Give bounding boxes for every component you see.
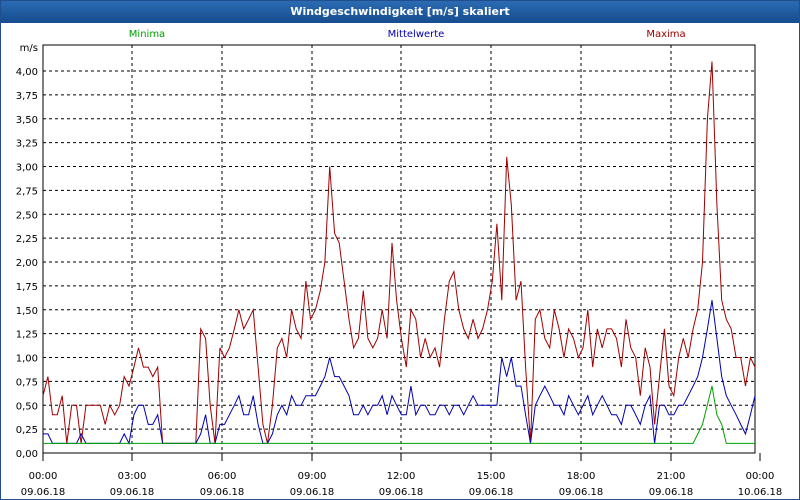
window-title: Windgeschwindigkeit [m/s] skaliert [290, 5, 510, 18]
x-tick-time: 21:00 [657, 471, 686, 482]
x-tick-time: 06:00 [208, 471, 237, 482]
y-tick-label: 3,25 [16, 139, 38, 150]
legend-minima: Minima [129, 29, 165, 40]
y-tick-label: 1,25 [16, 330, 38, 341]
y-tick-label: 2,50 [16, 210, 38, 221]
y-tick-label: 0,75 [16, 377, 38, 388]
x-tick-date: 09.06.18 [290, 487, 335, 498]
x-tick-time: 00:00 [746, 471, 775, 482]
x-tick-time: 09:00 [298, 471, 327, 482]
x-tick-time: 12:00 [387, 471, 416, 482]
x-tick-date: 09.06.18 [200, 487, 245, 498]
y-tick-label: 0,50 [16, 401, 38, 412]
y-tick-label: 2,25 [16, 234, 38, 245]
title-bar: Windgeschwindigkeit [m/s] skaliert [1, 1, 799, 23]
x-tick-date: 09.06.18 [379, 487, 424, 498]
y-tick-label: 2,75 [16, 186, 38, 197]
y-tick-label: 0,25 [16, 425, 38, 436]
x-tick-date: 10.06.18 [738, 487, 783, 498]
legend-maxima: Maxima [646, 29, 685, 40]
x-tick-date: 09.06.18 [559, 487, 604, 498]
x-tick-time: 00:00 [29, 471, 58, 482]
series-line-maxima [42, 61, 756, 444]
y-tick-label: 0,00 [16, 449, 38, 460]
y-axis-label: m/s [20, 43, 38, 54]
x-tick-date: 09.06.18 [110, 487, 155, 498]
y-tick-label: 3,50 [16, 115, 38, 126]
series-line-minima [43, 385, 755, 444]
y-tick-label: 2,00 [16, 258, 38, 269]
plot-area [42, 44, 756, 454]
y-tick-label: 3,75 [16, 91, 38, 102]
x-tick-time: 15:00 [477, 471, 506, 482]
series-line-mittelwerte [43, 300, 756, 445]
x-tick-time: 03:00 [118, 471, 147, 482]
y-tick-label: 1,75 [16, 282, 38, 293]
x-tick-date: 09.06.18 [469, 487, 514, 498]
legend-mittelwerte: Mittelwerte [388, 29, 445, 40]
y-tick-label: 3,00 [16, 163, 38, 174]
x-tick-time: 18:00 [567, 471, 596, 482]
x-tick-date: 09.06.18 [21, 487, 66, 498]
x-tick-date: 09.06.18 [649, 487, 694, 498]
y-tick-label: 1,00 [16, 354, 38, 365]
y-tick-label: 4,00 [16, 67, 38, 78]
y-tick-label: 1,50 [16, 306, 38, 317]
